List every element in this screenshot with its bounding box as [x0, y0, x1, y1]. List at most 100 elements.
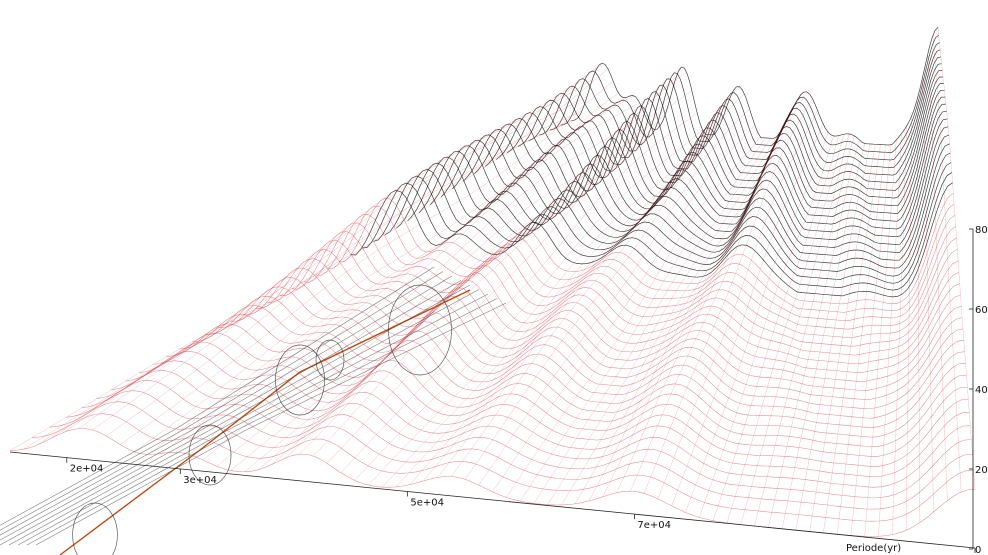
mesh-line	[9, 120, 572, 451]
mesh-line	[495, 76, 944, 199]
mesh-line	[313, 72, 687, 457]
surface-mesh-front	[9, 27, 976, 537]
mesh-line	[657, 110, 818, 499]
mesh-line	[96, 370, 970, 478]
mesh-line	[326, 90, 693, 464]
mesh-line	[905, 115, 913, 531]
trajectory-ring	[315, 339, 345, 381]
x-axis-label: Periode(yr)	[846, 543, 901, 554]
surface-mesh-back	[350, 27, 953, 298]
mesh-line	[409, 116, 724, 485]
mesh-line	[205, 295, 963, 401]
mesh-line	[92, 62, 603, 431]
mesh-line	[492, 124, 755, 492]
mesh-line	[740, 133, 850, 525]
mesh-line	[533, 138, 771, 504]
mesh-line	[384, 152, 951, 277]
mesh-line	[781, 143, 866, 529]
mesh-line	[767, 139, 860, 528]
mesh-line	[49, 401, 973, 510]
mesh-line	[616, 93, 803, 493]
mesh-line	[230, 277, 961, 382]
mesh-line	[396, 143, 950, 269]
mesh-line	[395, 128, 719, 488]
trajectory-tube-line	[0, 275, 453, 536]
trajectory-ring	[188, 424, 232, 486]
mesh-line	[809, 144, 876, 532]
mesh-line	[685, 132, 829, 513]
mesh-line	[111, 360, 969, 467]
mesh-line	[120, 81, 614, 445]
mesh-line	[571, 27, 939, 146]
mesh-line	[362, 172, 953, 291]
mesh-line	[795, 143, 871, 531]
x-tick-label: 7e+04	[637, 520, 671, 531]
mesh-line	[560, 34, 940, 153]
mesh-line	[202, 114, 645, 461]
mesh-line	[429, 118, 948, 245]
trajectory-tube-line	[0, 280, 462, 541]
trajectory-tube-line	[0, 284, 471, 546]
mesh-line	[450, 86, 740, 477]
mesh-line	[878, 133, 902, 537]
mesh-line	[81, 380, 971, 488]
mesh-line	[166, 323, 965, 429]
mesh-line	[630, 91, 808, 492]
mesh-line	[78, 66, 598, 429]
mesh-line	[315, 214, 956, 322]
mesh-line	[125, 351, 968, 457]
trajectory-tube-line	[35, 302, 507, 546]
mesh-line	[528, 56, 941, 176]
trajectory-ring	[275, 344, 325, 416]
mesh-line	[699, 135, 834, 518]
mesh-line	[382, 134, 713, 488]
mesh-line	[864, 139, 897, 537]
mesh-line	[340, 112, 698, 473]
mesh-line	[106, 68, 609, 437]
mesh-line	[291, 231, 957, 339]
mesh-line	[478, 108, 750, 486]
mesh-line	[32, 413, 974, 522]
mesh-line	[726, 134, 845, 523]
mesh-line	[485, 83, 944, 207]
mesh-line	[927, 54, 948, 501]
trajectory-tube-line	[26, 298, 498, 546]
mesh-line	[192, 305, 964, 410]
mesh-line	[279, 240, 958, 347]
mesh-line	[37, 110, 582, 445]
mesh-line	[463, 96, 946, 222]
trajectory-ring	[388, 284, 452, 376]
mesh-line	[161, 96, 630, 454]
mesh-line	[588, 111, 792, 502]
mesh-line	[423, 101, 729, 482]
mesh-line	[550, 42, 940, 161]
mesh-line	[916, 99, 921, 523]
trajectory-line	[59, 289, 471, 555]
mesh-line	[244, 125, 661, 473]
axes: 2e+043e+045e+047e+041e+05Periode(yr)0204…	[9, 225, 988, 555]
mesh-line	[216, 125, 651, 467]
z-tick-label: 40	[975, 385, 988, 396]
mesh-line	[64, 79, 593, 432]
mesh-line	[474, 89, 945, 214]
trajectory-tube-line	[17, 293, 489, 546]
mesh-line	[407, 134, 950, 261]
trajectory-tube-line	[0, 266, 435, 526]
mesh-line	[754, 135, 855, 527]
mesh-line	[368, 134, 708, 486]
mesh-line	[464, 93, 745, 480]
mesh-line	[539, 49, 941, 169]
mesh-line	[267, 249, 959, 356]
mesh-line	[922, 78, 934, 513]
mesh-line	[850, 145, 892, 536]
x-tick-label: 5e+04	[410, 498, 444, 509]
trajectory-tube-line	[8, 289, 480, 546]
mesh-line	[643, 98, 813, 494]
z-tick-label: 60	[975, 305, 988, 316]
mesh-line	[257, 113, 666, 470]
mesh-line	[51, 96, 588, 439]
trajectory-tubes	[0, 266, 507, 555]
mesh-line	[437, 89, 734, 478]
mesh-line	[418, 126, 949, 253]
mesh-line	[517, 63, 942, 184]
